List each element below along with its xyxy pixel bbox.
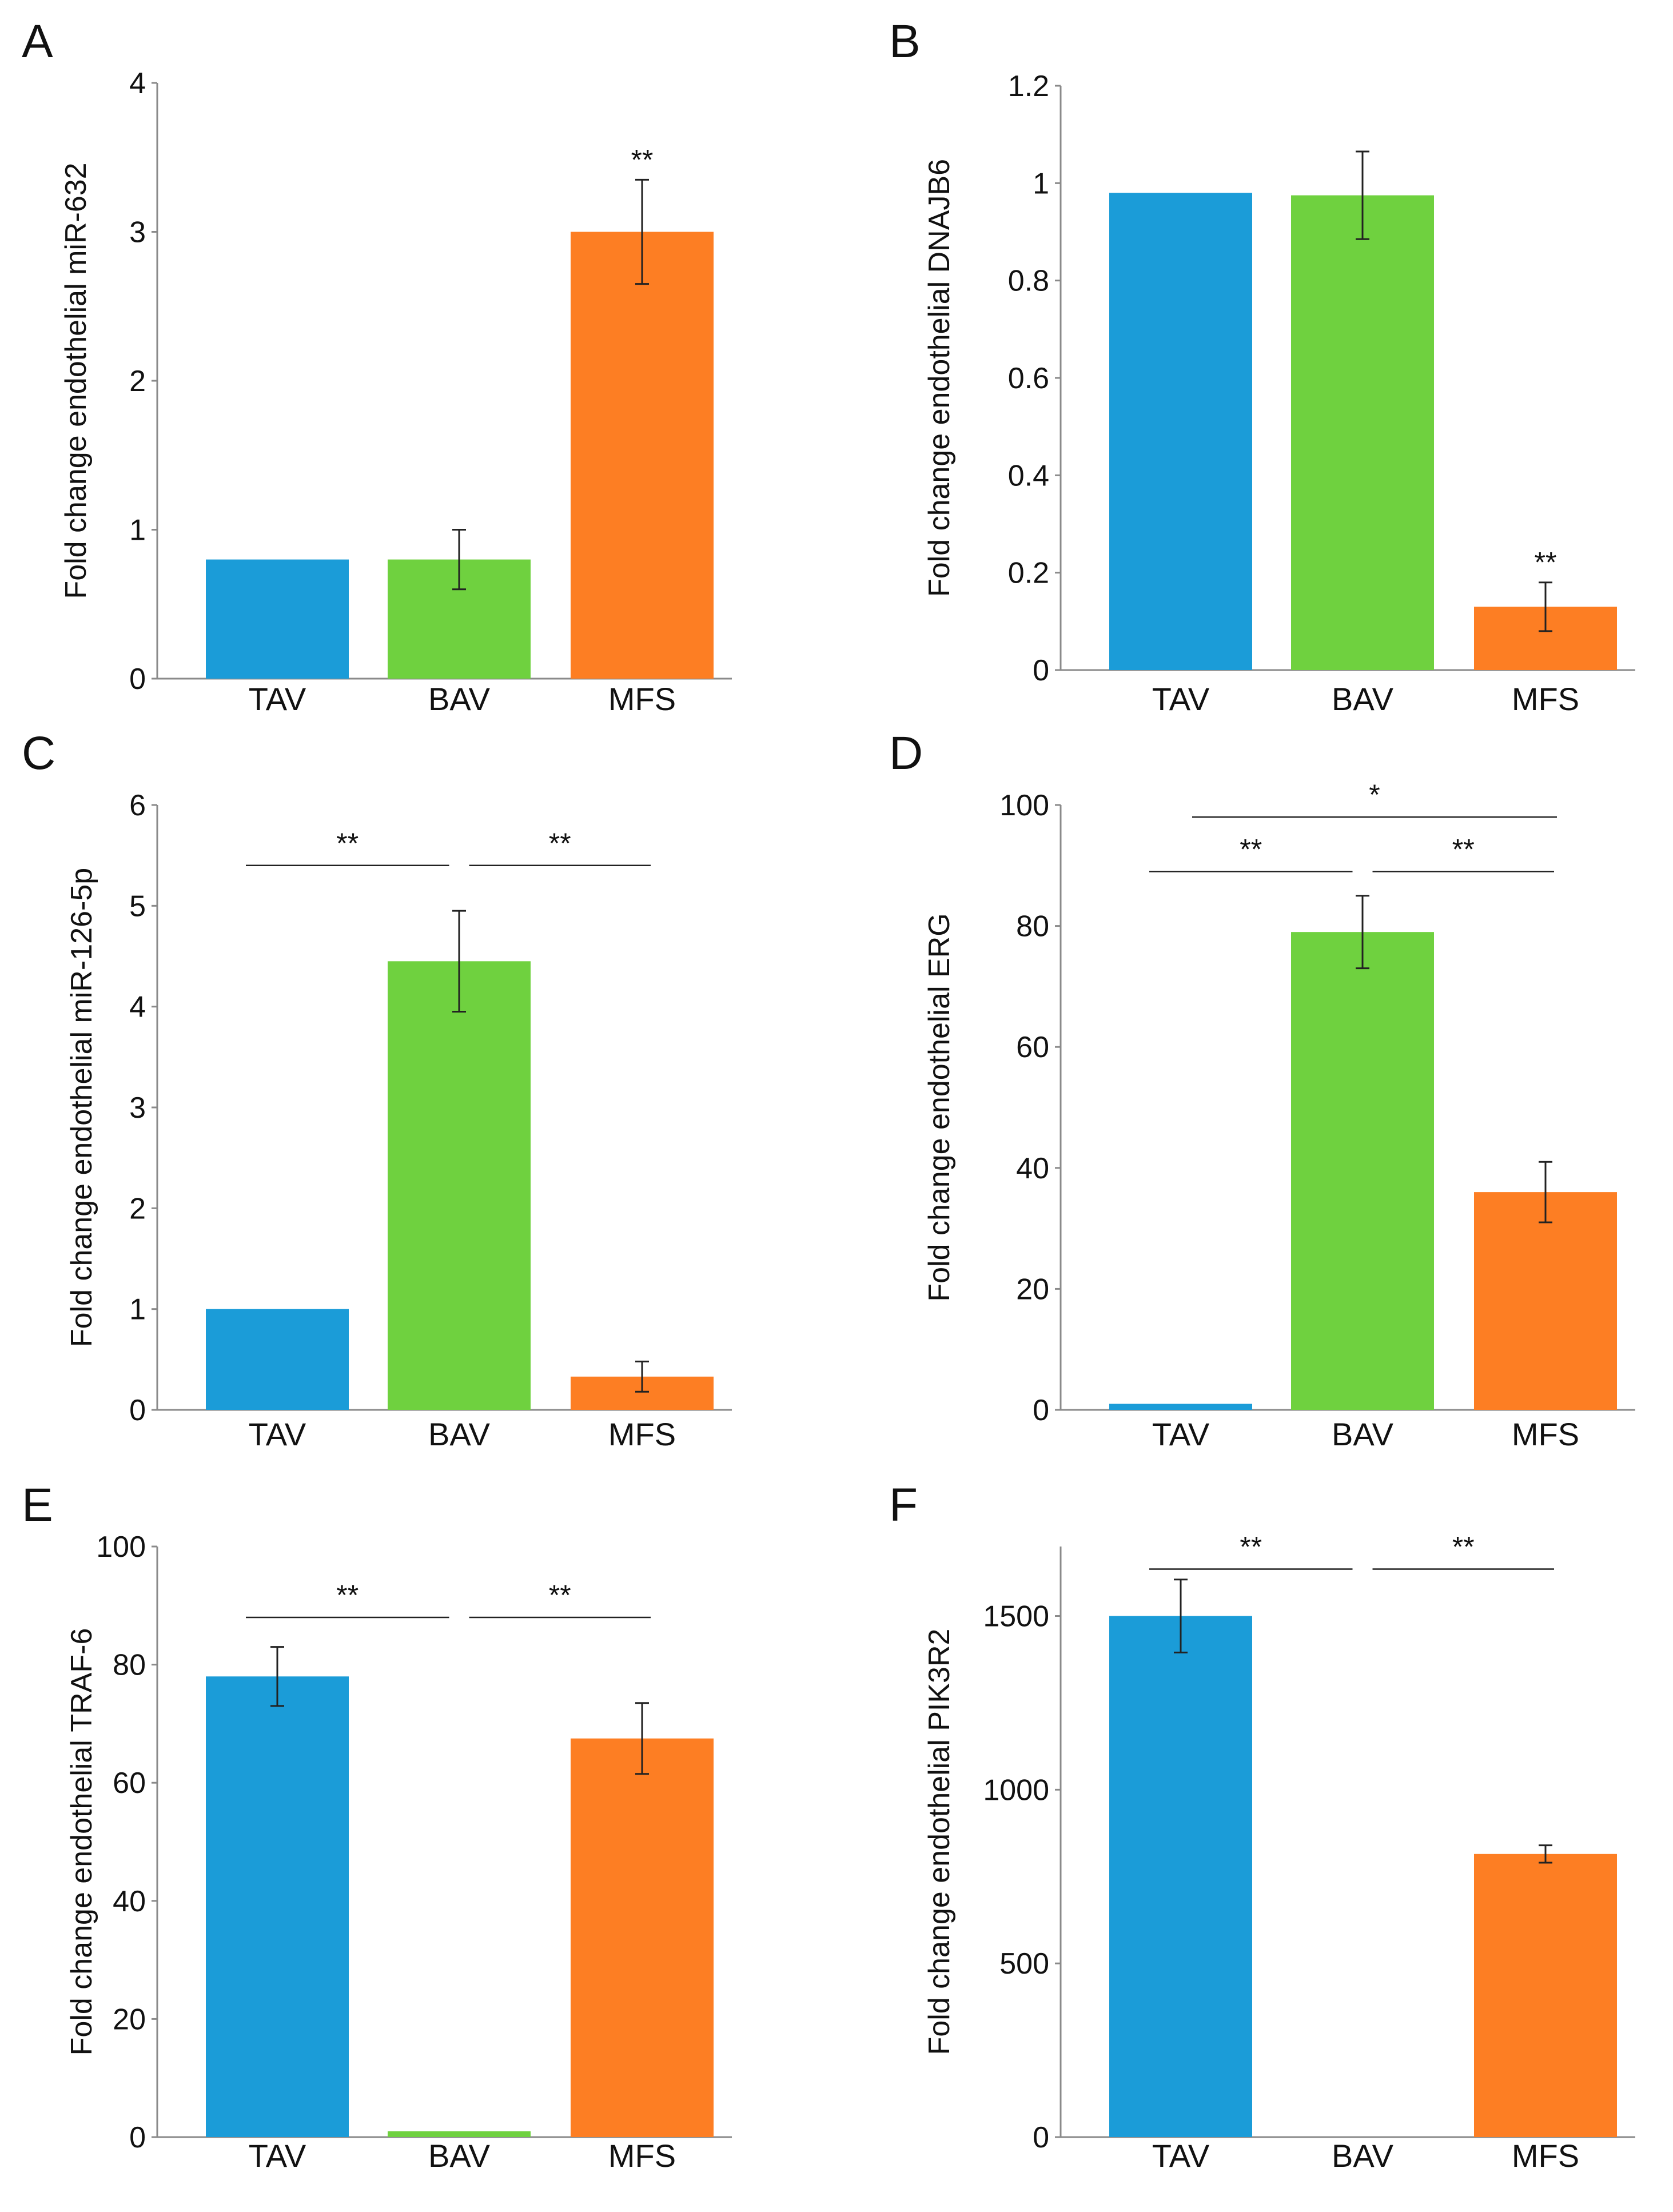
significance-label-c: ** (336, 827, 358, 859)
y-tick-label-b: 0.8 (1008, 265, 1049, 298)
y-tick-label-d: 100 (999, 789, 1049, 822)
panel-letter-b: B (889, 15, 921, 67)
y-tick-label-f: 500 (999, 1947, 1049, 1980)
y-tick-label-c: 2 (129, 1192, 146, 1225)
bar-b-bav (1291, 195, 1434, 670)
bar-b-tav (1109, 193, 1252, 670)
y-tick-label-d: 0 (1033, 1394, 1049, 1427)
significance-label-e: ** (336, 1579, 358, 1611)
x-tick-label-b-bav: BAV (1332, 681, 1394, 717)
y-tick-label-e: 0 (129, 2121, 146, 2154)
y-tick-label-b: 0.6 (1008, 362, 1049, 395)
bar-a-tav (206, 559, 349, 679)
x-tick-label-a-bav: BAV (428, 681, 491, 717)
significance-label-f: ** (1240, 1531, 1262, 1563)
y-tick-label-a: 2 (129, 365, 146, 398)
bar-d-bav (1291, 932, 1434, 1410)
y-tick-label-c: 6 (129, 789, 146, 822)
y-tick-label-a: 1 (129, 514, 146, 547)
y-tick-label-e: 60 (113, 1767, 146, 1800)
bar-a-mfs (571, 232, 714, 679)
x-tick-label-c-mfs: MFS (608, 1416, 676, 1452)
bar-e-tav (206, 1676, 349, 2137)
y-tick-label-d: 80 (1016, 910, 1049, 943)
y-tick-label-f: 0 (1033, 2121, 1049, 2154)
bar-d-mfs (1474, 1192, 1617, 1410)
y-tick-label-a: 3 (129, 216, 146, 249)
y-tick-label-c: 4 (129, 991, 146, 1024)
bar-f-tav (1109, 1616, 1252, 2137)
x-tick-label-f-bav: BAV (1332, 2138, 1394, 2174)
x-tick-label-d-mfs: MFS (1512, 1416, 1579, 1452)
y-axis-title-b: Fold change endothelial DNAJB6 (923, 159, 956, 597)
y-tick-label-f: 1500 (983, 1600, 1049, 1633)
y-tick-label-b: 0 (1033, 654, 1049, 687)
y-tick-label-d: 20 (1016, 1273, 1049, 1306)
y-tick-label-e: 100 (96, 1531, 146, 1564)
bar-c-bav (388, 961, 531, 1410)
significance-mark-b: ** (1535, 547, 1557, 579)
y-axis-title-d: Fold change endothelial ERG (923, 913, 956, 1301)
significance-mark-a: ** (631, 144, 654, 176)
y-tick-label-b: 0.2 (1008, 557, 1049, 590)
y-tick-label-c: 1 (129, 1293, 146, 1326)
y-axis-title-a: Fold change endothelial miR-632 (59, 162, 93, 599)
y-tick-label-c: 5 (129, 890, 146, 923)
x-tick-label-e-mfs: MFS (608, 2138, 676, 2174)
x-tick-label-d-bav: BAV (1332, 1416, 1394, 1452)
y-tick-label-c: 0 (129, 1394, 146, 1427)
panel-letter-c: C (22, 727, 55, 779)
x-tick-label-d-tav: TAV (1152, 1416, 1210, 1452)
y-tick-label-f: 1000 (983, 1773, 1049, 1807)
x-tick-label-f-tav: TAV (1152, 2138, 1210, 2174)
significance-label-d: ** (1452, 833, 1475, 865)
x-tick-label-b-mfs: MFS (1512, 681, 1579, 717)
significance-label-e: ** (549, 1579, 571, 1611)
significance-label-c: ** (549, 827, 571, 859)
x-tick-label-c-tav: TAV (249, 1416, 306, 1452)
panel-letter-d: D (889, 727, 923, 779)
bar-c-tav (206, 1309, 349, 1410)
y-tick-label-b: 1 (1033, 167, 1049, 200)
y-axis-title-c: Fold change endothelial miR-126-5p (65, 868, 98, 1347)
significance-label-f: ** (1452, 1531, 1475, 1563)
y-tick-label-e: 80 (113, 1649, 146, 1682)
x-tick-label-a-mfs: MFS (608, 681, 676, 717)
x-tick-label-b-tav: TAV (1152, 681, 1210, 717)
x-tick-label-f-mfs: MFS (1512, 2138, 1579, 2174)
significance-label-d: ** (1240, 833, 1262, 865)
bar-e-mfs (571, 1738, 714, 2137)
x-tick-label-e-tav: TAV (249, 2138, 306, 2174)
x-tick-label-a-tav: TAV (249, 681, 306, 717)
y-tick-label-d: 40 (1016, 1152, 1049, 1185)
y-tick-label-c: 3 (129, 1091, 146, 1125)
y-tick-label-d: 60 (1016, 1031, 1049, 1064)
y-tick-label-b: 1.2 (1008, 70, 1049, 103)
y-axis-title-f: Fold change endothelial PIK3R2 (923, 1629, 956, 2055)
bar-f-mfs (1474, 1854, 1617, 2137)
significance-label-d: * (1369, 779, 1380, 811)
panel-letter-a: A (22, 15, 53, 67)
bar-e-bav (388, 2131, 531, 2137)
x-tick-label-e-bav: BAV (428, 2138, 491, 2174)
x-tick-label-c-bav: BAV (428, 1416, 491, 1452)
y-tick-label-e: 40 (113, 1885, 146, 1918)
y-tick-label-a: 4 (129, 67, 146, 100)
panel-letter-e: E (22, 1479, 53, 1531)
y-tick-label-a: 0 (129, 663, 146, 696)
y-axis-title-e: Fold change endothelial TRAF-6 (65, 1628, 98, 2056)
bar-d-tav (1109, 1404, 1252, 1410)
panel-letter-f: F (889, 1479, 918, 1531)
y-tick-label-e: 20 (113, 2003, 146, 2036)
y-tick-label-b: 0.4 (1008, 459, 1049, 492)
